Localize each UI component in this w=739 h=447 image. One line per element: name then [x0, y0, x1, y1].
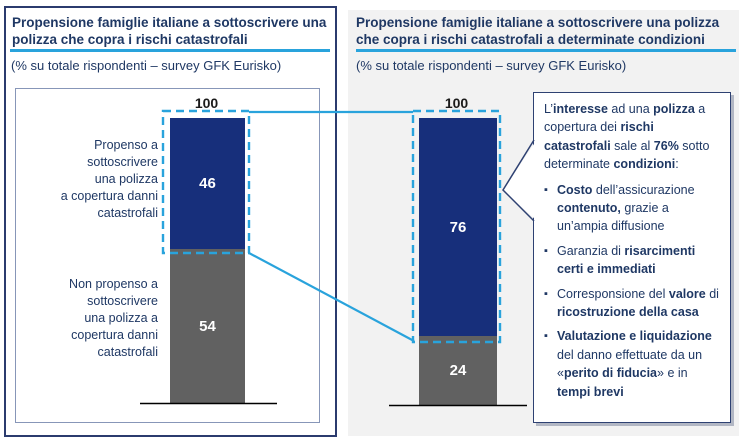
left-stacked-bar: 46 54: [170, 118, 245, 403]
right-panel-title: Propensione famiglie italiane a sottoscr…: [356, 15, 720, 47]
right-title-underline: [356, 49, 736, 52]
right-stacked-bar: 76 24: [419, 118, 497, 405]
callout-bullet-list: Costo dell’assicurazione contenuto, graz…: [544, 181, 722, 401]
right-bar-value-non-propenso: 24: [449, 362, 467, 379]
left-panel-title: Propensione famiglie italiane a sottoscr…: [12, 15, 327, 47]
right-bar-total-label: 100: [444, 95, 469, 111]
callout-bullet-corresponsione: Corresponsione del valore di ricostruzio…: [544, 285, 722, 322]
right-panel-subtitle: (% su totale rispondenti – survey GFK Eu…: [356, 58, 627, 73]
left-title-underline: [10, 49, 330, 52]
callout-bullet-valutazione: Valutazione e liquidazione del danno eff…: [544, 327, 722, 401]
right-bar-segment-non-propenso: 24: [419, 336, 497, 405]
left-bar-segment-non-propenso: 54: [170, 249, 245, 403]
conditions-callout: L’interesse ad una polizza a copertura d…: [533, 92, 731, 423]
left-category-label-non-propenso: Non propenso a sottoscrivere una polizza…: [69, 277, 158, 359]
left-bar-value-non-propenso: 54: [199, 317, 216, 335]
left-category-label-propenso: Propenso a sottoscrivere una polizza a c…: [60, 138, 158, 220]
left-bar-value-propenso: 46: [199, 175, 216, 192]
left-bar-segment-propenso: 46: [170, 118, 245, 249]
callout-bullet-garanzia: Garanzia di risarcimenti certi e immedia…: [544, 242, 722, 279]
right-bar-segment-propenso-condizioni: 76: [419, 118, 497, 336]
callout-intro-text: L’interesse ad una polizza a copertura d…: [544, 102, 710, 172]
left-bar-total-label: 100: [194, 95, 219, 111]
callout-bullet-costo: Costo dell’assicurazione contenuto, graz…: [544, 181, 722, 236]
left-panel-subtitle: (% su totale rispondenti – survey GFK Eu…: [11, 58, 282, 73]
right-bar-value-propenso-condizioni: 76: [449, 218, 467, 236]
